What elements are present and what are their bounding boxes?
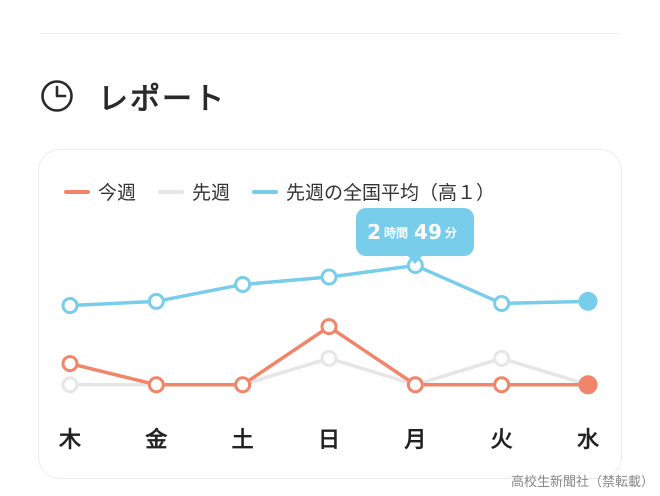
data-point-this-week[interactable] xyxy=(493,376,511,394)
legend-swatch-this-week xyxy=(64,189,90,194)
section-title: レポート xyxy=(98,82,226,117)
data-point-last-week[interactable] xyxy=(320,349,338,367)
legend-item-last-week[interactable]: 先週 xyxy=(158,178,230,205)
value-tooltip: 2 時間 49 分 xyxy=(356,208,474,264)
clock-icon xyxy=(41,80,73,112)
data-point-national-avg[interactable] xyxy=(493,294,511,312)
legend-label-last-week: 先週 xyxy=(192,182,231,204)
chart-legend: 今週 先週 先週の全国平均（高１） xyxy=(64,178,517,205)
tooltip-minutes-unit: 分 xyxy=(444,225,457,240)
tooltip-hours: 2 xyxy=(367,220,382,244)
legend-item-national-avg[interactable]: 先週の全国平均（高１） xyxy=(252,178,495,205)
x-tick-label: 金 xyxy=(145,428,168,453)
x-tick-label: 水 xyxy=(576,428,599,453)
x-tick-label: 日 xyxy=(317,428,340,453)
report-card xyxy=(38,149,622,479)
legend-label-national-avg: 先週の全国平均（高１） xyxy=(286,182,496,204)
data-point-national-avg[interactable] xyxy=(147,292,165,310)
tooltip-minutes: 49 xyxy=(414,220,442,244)
data-point-this-week[interactable] xyxy=(320,318,338,336)
data-point-national-avg[interactable] xyxy=(234,275,252,293)
data-point-this-week[interactable] xyxy=(61,355,79,373)
data-point-last-week[interactable] xyxy=(61,376,79,394)
x-tick-label: 月 xyxy=(404,428,427,453)
data-point-national-avg[interactable] xyxy=(578,291,598,311)
data-point-this-week[interactable] xyxy=(406,376,424,394)
data-point-last-week[interactable] xyxy=(493,349,511,367)
section-header: レポート xyxy=(40,76,226,117)
credit-text: 高校生新聞社（禁転載） xyxy=(510,475,654,490)
x-tick-label: 土 xyxy=(231,428,254,453)
data-point-national-avg[interactable] xyxy=(61,297,79,315)
tooltip-hours-unit: 時間 xyxy=(384,225,409,240)
data-point-national-avg[interactable] xyxy=(320,268,338,286)
legend-swatch-last-week xyxy=(158,189,185,194)
legend-label-this-week: 今週 xyxy=(98,182,137,204)
legend-item-this-week[interactable]: 今週 xyxy=(64,178,136,205)
legend-swatch-national-avg xyxy=(252,189,279,194)
top-divider xyxy=(40,33,620,34)
data-point-this-week[interactable] xyxy=(147,376,165,394)
data-point-this-week[interactable] xyxy=(234,376,252,394)
x-tick-label: 木 xyxy=(58,428,81,453)
x-tick-label: 火 xyxy=(490,428,513,453)
data-point-this-week[interactable] xyxy=(578,375,598,395)
